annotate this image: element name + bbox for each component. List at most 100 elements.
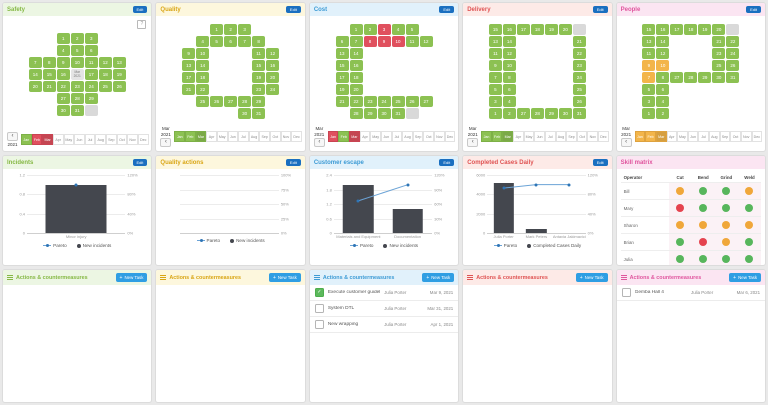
day-tile[interactable]: 29 bbox=[544, 107, 558, 119]
day-tile[interactable]: 29 bbox=[84, 92, 98, 104]
day-tile[interactable]: 5 bbox=[70, 44, 84, 56]
day-tile[interactable]: 8 bbox=[502, 71, 516, 83]
month-tab-feb[interactable]: Feb bbox=[31, 134, 43, 145]
skill-dot-green[interactable] bbox=[722, 204, 731, 212]
month-tab-jun[interactable]: Jun bbox=[227, 131, 239, 142]
day-tile[interactable]: 2 bbox=[224, 23, 238, 35]
day-tile[interactable]: 13 bbox=[112, 56, 126, 68]
month-tab-jun[interactable]: Jun bbox=[687, 131, 699, 142]
month-tab-jul[interactable]: Jul bbox=[238, 131, 249, 142]
day-tile[interactable]: 25 bbox=[572, 83, 586, 95]
month-tab-sep[interactable]: Sep bbox=[719, 131, 731, 142]
day-tile[interactable]: 16 bbox=[656, 23, 670, 35]
day-tile[interactable]: 8 bbox=[656, 71, 670, 83]
day-tile[interactable]: 4 bbox=[656, 95, 670, 107]
day-tile[interactable]: 19 bbox=[335, 83, 349, 95]
day-tile[interactable]: 9 bbox=[488, 59, 502, 71]
day-tile[interactable]: 9 bbox=[377, 35, 391, 47]
prev-period-button[interactable]: ‹ bbox=[313, 138, 325, 147]
day-tile[interactable]: 9 bbox=[642, 59, 656, 71]
day-tile[interactable]: 14 bbox=[656, 35, 670, 47]
day-tile[interactable]: 12 bbox=[502, 47, 516, 59]
day-tile[interactable]: 17 bbox=[84, 68, 98, 80]
day-tile[interactable]: 10 bbox=[70, 56, 84, 68]
day-tile[interactable]: 20 bbox=[712, 23, 726, 35]
day-tile[interactable]: 14 bbox=[502, 35, 516, 47]
task-row[interactable]: New wrapping Julia Porter Apr 1, 2021 bbox=[309, 317, 459, 333]
month-tab-mar[interactable]: Mar bbox=[655, 131, 667, 142]
day-tile[interactable]: 26 bbox=[210, 95, 224, 107]
day-tile[interactable]: 6 bbox=[224, 35, 238, 47]
day-tile[interactable]: 13 bbox=[182, 59, 196, 71]
day-tile[interactable]: 10 bbox=[502, 59, 516, 71]
day-tile[interactable]: 3 bbox=[377, 23, 391, 35]
day-tile[interactable]: 20 bbox=[28, 80, 42, 92]
skill-dot-green[interactable] bbox=[676, 255, 685, 263]
day-tile[interactable]: 2 bbox=[502, 107, 516, 119]
new-task-button[interactable]: + New Task bbox=[422, 273, 455, 282]
month-tab-nov[interactable]: Nov bbox=[280, 131, 292, 142]
day-tile[interactable]: 28 bbox=[349, 107, 363, 119]
day-tile[interactable]: 16 bbox=[502, 23, 516, 35]
month-tab-jul[interactable]: Jul bbox=[84, 134, 96, 145]
day-tile[interactable]: 25 bbox=[98, 80, 112, 92]
edit-button[interactable]: Edit bbox=[746, 6, 762, 13]
day-tile[interactable]: 15 bbox=[42, 68, 56, 80]
skill-dot-orange[interactable] bbox=[676, 221, 685, 229]
day-tile[interactable]: 28 bbox=[70, 92, 84, 104]
month-tab-aug[interactable]: Aug bbox=[402, 131, 413, 142]
month-tab-oct[interactable]: Oct bbox=[423, 131, 435, 142]
day-tile[interactable]: 29 bbox=[252, 95, 266, 107]
day-tile[interactable]: 27 bbox=[224, 95, 238, 107]
skill-dot-green[interactable] bbox=[722, 255, 731, 263]
day-tile[interactable]: 20 bbox=[266, 71, 280, 83]
day-tile[interactable]: 24 bbox=[726, 47, 740, 59]
day-tile[interactable]: 6 bbox=[84, 44, 98, 56]
skill-dot-red[interactable] bbox=[676, 204, 685, 212]
edit-button[interactable]: Edit bbox=[592, 159, 608, 166]
day-tile[interactable]: 15 bbox=[335, 59, 349, 71]
day-tile[interactable]: 16 bbox=[349, 59, 363, 71]
month-tab-jan[interactable]: Jan bbox=[21, 134, 32, 145]
day-tile[interactable]: 18 bbox=[349, 71, 363, 83]
month-tab-oct[interactable]: Oct bbox=[270, 131, 281, 142]
day-tile[interactable]: 18 bbox=[684, 23, 698, 35]
day-tile[interactable]: 7 bbox=[238, 35, 252, 47]
month-tab-apr[interactable]: Apr bbox=[666, 131, 678, 142]
day-tile[interactable]: 1 bbox=[642, 107, 656, 119]
month-tab-jan[interactable]: Jan bbox=[174, 131, 186, 142]
skill-dot-orange[interactable] bbox=[722, 238, 731, 246]
day-tile[interactable]: 12 bbox=[656, 47, 670, 59]
month-tab-dec[interactable]: Dec bbox=[444, 131, 456, 142]
day-tile[interactable]: 3 bbox=[488, 95, 502, 107]
day-tile[interactable]: 29 bbox=[698, 71, 712, 83]
month-tab-aug[interactable]: Aug bbox=[248, 131, 260, 142]
day-tile[interactable]: 15 bbox=[252, 59, 266, 71]
day-tile[interactable]: 2 bbox=[656, 107, 670, 119]
day-tile[interactable]: 25 bbox=[196, 95, 210, 107]
day-tile[interactable]: 4 bbox=[196, 35, 210, 47]
month-tab-feb[interactable]: Feb bbox=[185, 131, 196, 142]
day-tile[interactable]: 26 bbox=[405, 95, 419, 107]
month-tab-aug[interactable]: Aug bbox=[709, 131, 720, 142]
day-tile[interactable]: 23 bbox=[572, 59, 586, 71]
month-tab-sep[interactable]: Sep bbox=[412, 131, 424, 142]
prev-period-button[interactable]: ‹ bbox=[7, 132, 18, 141]
month-tab-nov[interactable]: Nov bbox=[127, 134, 138, 145]
month-tab-apr[interactable]: Apr bbox=[359, 131, 371, 142]
day-tile[interactable]: 30 bbox=[558, 107, 572, 119]
day-tile[interactable]: 7 bbox=[642, 71, 656, 83]
skill-dot-red[interactable] bbox=[699, 238, 708, 246]
task-row[interactable]: ✓Execute customer guidelines Julia Porter… bbox=[309, 285, 459, 301]
day-tile[interactable]: 27 bbox=[670, 71, 684, 83]
month-tab-apr[interactable]: Apr bbox=[52, 134, 64, 145]
day-tile[interactable]: 31 bbox=[572, 107, 586, 119]
new-task-button[interactable]: + New Task bbox=[729, 273, 762, 282]
month-tab-mar[interactable]: Mar bbox=[42, 134, 53, 145]
day-tile[interactable]: 11 bbox=[252, 47, 266, 59]
day-tile[interactable]: 30 bbox=[712, 71, 726, 83]
skill-dot-orange[interactable] bbox=[699, 221, 708, 229]
checked-checkbox[interactable]: ✓ bbox=[314, 288, 324, 297]
day-tile[interactable]: 17 bbox=[670, 23, 684, 35]
task-row[interactable]: System DTL Julia Porter Mar 31, 2021 bbox=[309, 301, 459, 317]
